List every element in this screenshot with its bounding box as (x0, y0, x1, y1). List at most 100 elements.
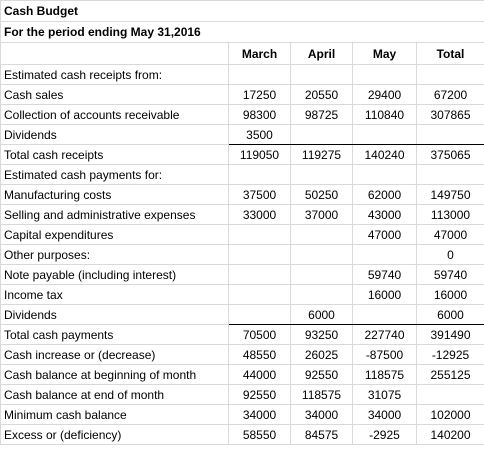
cell-value: 70500 (228, 324, 291, 345)
cell-value: 59740 (416, 264, 484, 285)
empty-cell (290, 224, 353, 245)
cell-value: 113000 (416, 204, 484, 225)
empty-cell (290, 124, 353, 145)
empty-cell (352, 304, 417, 325)
cell-value: 98725 (290, 104, 353, 125)
empty-cell (352, 164, 417, 185)
empty-cell (228, 64, 291, 85)
empty-cell (228, 244, 291, 265)
title: Cash Budget (0, 0, 484, 22)
empty-cell (290, 64, 353, 85)
budget-row: Total cash receipts 119050 119275 140240 375… (0, 144, 484, 165)
cell-value: 50250 (290, 184, 353, 205)
empty-cell (228, 284, 291, 305)
cell-value: 110840 (352, 104, 417, 125)
cell-value: 92550 (228, 384, 291, 405)
empty-cell (228, 264, 291, 285)
budget-table: Cash Budget For the period ending May 31… (0, 0, 484, 445)
empty-cell (228, 224, 291, 245)
row-label: Excess or (deficiency) (0, 424, 229, 445)
cell-value: 140240 (352, 144, 417, 165)
budget-row: Cash balance at beginning of month 44000 9… (0, 364, 484, 385)
row-label: Dividends (0, 124, 229, 145)
cell-value: -2925 (352, 424, 417, 445)
cell-value: 98300 (228, 104, 291, 125)
cell-value: 93250 (290, 324, 353, 345)
empty-cell (352, 64, 417, 85)
empty-cell (416, 384, 484, 405)
column-header-row: March April May Total (0, 42, 484, 65)
cell-value: 84575 (290, 424, 353, 445)
empty-cell (416, 124, 484, 145)
budget-row: Cash increase or (decrease) 48550 26025 -87… (0, 344, 484, 365)
budget-row: Note payable (including interest) 59740 59… (0, 264, 484, 285)
cell-value: 0 (416, 244, 484, 265)
column-header: May (352, 42, 417, 65)
row-label: Cash balance at end of month (0, 384, 229, 405)
cell-value: 375065 (416, 144, 484, 165)
cell-value: 119050 (228, 144, 291, 165)
row-label: Other purposes: (0, 244, 229, 265)
cell-value: 37000 (290, 204, 353, 225)
header-blank (0, 42, 229, 65)
cell-value: 58550 (228, 424, 291, 445)
cell-value: 119275 (290, 144, 353, 165)
budget-row: Selling and administrative expenses 33000… (0, 204, 484, 225)
cell-value: 255125 (416, 364, 484, 385)
cell-value: 6000 (416, 304, 484, 325)
budget-row: Manufacturing costs 37500 50250 62000 149750 (0, 184, 484, 205)
cell-value: 118575 (290, 384, 353, 405)
cell-value: 34000 (290, 404, 353, 425)
cell-value: 102000 (416, 404, 484, 425)
row-label: Cash increase or (decrease) (0, 344, 229, 365)
row-label: Estimated cash receipts from: (0, 64, 229, 85)
budget-row: Estimated cash receipts from: (0, 64, 484, 85)
cell-value: 140200 (416, 424, 484, 445)
cell-value: 37500 (228, 184, 291, 205)
cell-value: 59740 (352, 264, 417, 285)
cell-value: 62000 (352, 184, 417, 205)
empty-cell (228, 164, 291, 185)
cell-value: 391490 (416, 324, 484, 345)
cell-value: 118575 (352, 364, 417, 385)
cell-value: -12925 (416, 344, 484, 365)
subtitle: For the period ending May 31,2016 (0, 21, 484, 43)
row-label: Capital expenditures (0, 224, 229, 245)
empty-cell (352, 244, 417, 265)
column-header: April (290, 42, 353, 65)
cell-value: 3500 (228, 124, 291, 145)
budget-row: Dividends 6000 6000 (0, 304, 484, 325)
budget-row: Total cash payments 70500 93250 227740 39149… (0, 324, 484, 345)
cell-value: 33000 (228, 204, 291, 225)
budget-row: Collection of accounts receivable 98300 98… (0, 104, 484, 125)
cell-value: 6000 (290, 304, 353, 325)
budget-row: Capital expenditures 47000 47000 (0, 224, 484, 245)
budget-row: Dividends 3500 (0, 124, 484, 145)
cell-value: 47000 (416, 224, 484, 245)
budget-row: Income tax 16000 16000 (0, 284, 484, 305)
cell-value: 29400 (352, 84, 417, 105)
budget-row: Cash balance at end of month 92550 118575 3… (0, 384, 484, 405)
empty-cell (290, 244, 353, 265)
budget-row: Other purposes: 0 (0, 244, 484, 265)
cell-value: 48550 (228, 344, 291, 365)
row-label: Collection of accounts receivable (0, 104, 229, 125)
cell-value: 34000 (228, 404, 291, 425)
row-label: Estimated cash payments for: (0, 164, 229, 185)
row-label: Dividends (0, 304, 229, 325)
column-header: Total (416, 42, 484, 65)
table-body: Cash Budget For the period ending May 31… (0, 0, 484, 445)
column-header: March (228, 42, 291, 65)
cell-value: 16000 (352, 284, 417, 305)
row-label: Minimum cash balance (0, 404, 229, 425)
row-label: Cash balance at beginning of month (0, 364, 229, 385)
budget-row: Estimated cash payments for: (0, 164, 484, 185)
empty-cell (416, 164, 484, 185)
row-label: Total cash payments (0, 324, 229, 345)
cell-value: 43000 (352, 204, 417, 225)
empty-cell (290, 284, 353, 305)
row-label: Cash sales (0, 84, 229, 105)
cell-value: 34000 (352, 404, 417, 425)
cell-value: -87500 (352, 344, 417, 365)
cell-value: 17250 (228, 84, 291, 105)
